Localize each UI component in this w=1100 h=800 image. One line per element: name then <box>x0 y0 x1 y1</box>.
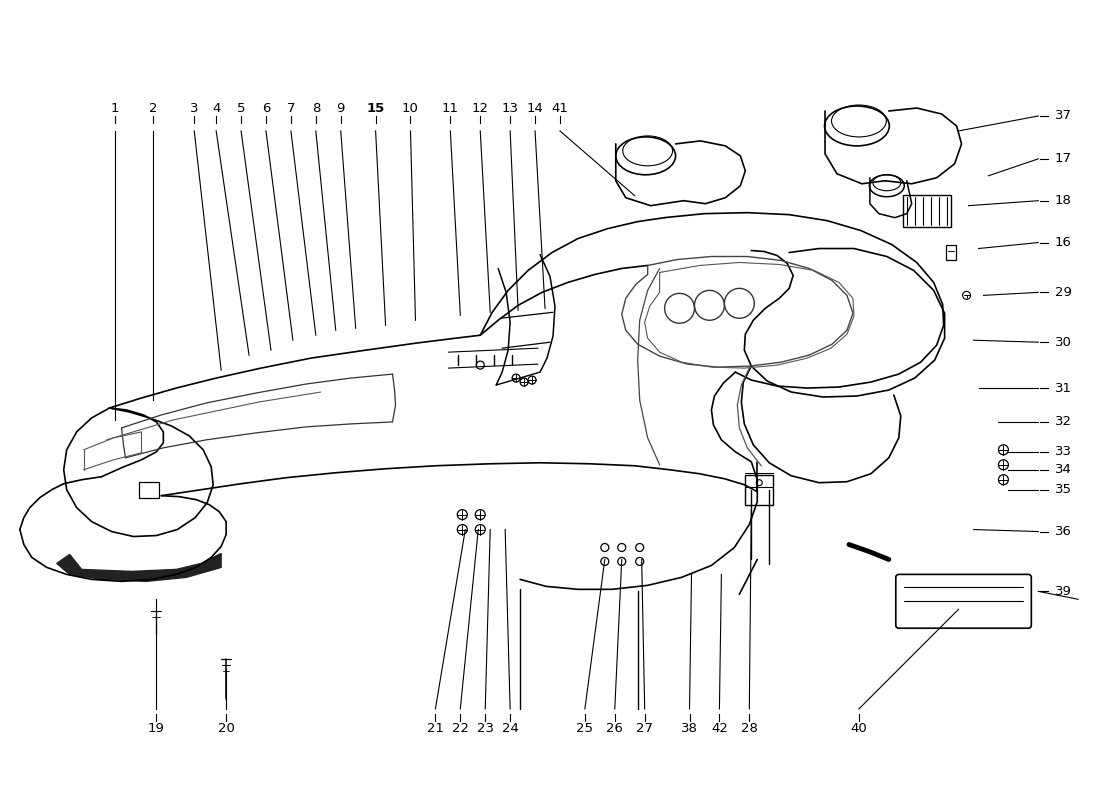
Text: 7: 7 <box>287 102 295 114</box>
Text: 20: 20 <box>218 722 234 735</box>
Text: 40: 40 <box>850 722 867 735</box>
Text: 3: 3 <box>190 102 198 114</box>
Text: 2: 2 <box>150 102 157 114</box>
Text: 25: 25 <box>576 722 593 735</box>
Text: 36: 36 <box>1055 525 1071 538</box>
Text: 22: 22 <box>452 722 469 735</box>
Text: 17: 17 <box>1055 152 1071 166</box>
Text: 6: 6 <box>262 102 271 114</box>
Text: 9: 9 <box>337 102 345 114</box>
Text: 33: 33 <box>1055 446 1071 458</box>
Text: 23: 23 <box>476 722 494 735</box>
Text: 35: 35 <box>1055 483 1071 496</box>
Text: 15: 15 <box>366 102 385 114</box>
Text: 42: 42 <box>711 722 728 735</box>
Text: 18: 18 <box>1055 194 1071 207</box>
Bar <box>903 194 950 226</box>
Text: 13: 13 <box>502 102 518 114</box>
Text: 41: 41 <box>551 102 569 114</box>
Text: 8: 8 <box>311 102 320 114</box>
Text: 32: 32 <box>1055 415 1071 429</box>
Bar <box>140 482 159 498</box>
Text: 37: 37 <box>1055 110 1071 122</box>
Text: 39: 39 <box>1055 585 1071 598</box>
Text: 30: 30 <box>1055 336 1071 349</box>
Text: 14: 14 <box>527 102 543 114</box>
Text: 21: 21 <box>427 722 444 735</box>
Text: 4: 4 <box>212 102 220 114</box>
Text: 26: 26 <box>606 722 624 735</box>
Text: 16: 16 <box>1055 236 1071 249</box>
Text: 11: 11 <box>442 102 459 114</box>
Bar <box>946 245 956 261</box>
Text: 24: 24 <box>502 722 518 735</box>
Text: 38: 38 <box>681 722 698 735</box>
Text: 28: 28 <box>741 722 758 735</box>
Polygon shape <box>57 554 221 582</box>
Text: 27: 27 <box>636 722 653 735</box>
Text: 34: 34 <box>1055 463 1071 476</box>
Text: 29: 29 <box>1055 286 1071 299</box>
Bar <box>746 474 773 505</box>
Text: 1: 1 <box>110 102 119 114</box>
Text: 19: 19 <box>147 722 165 735</box>
Text: 10: 10 <box>402 102 419 114</box>
Text: 31: 31 <box>1055 382 1071 394</box>
Text: 5: 5 <box>236 102 245 114</box>
Text: 12: 12 <box>472 102 488 114</box>
